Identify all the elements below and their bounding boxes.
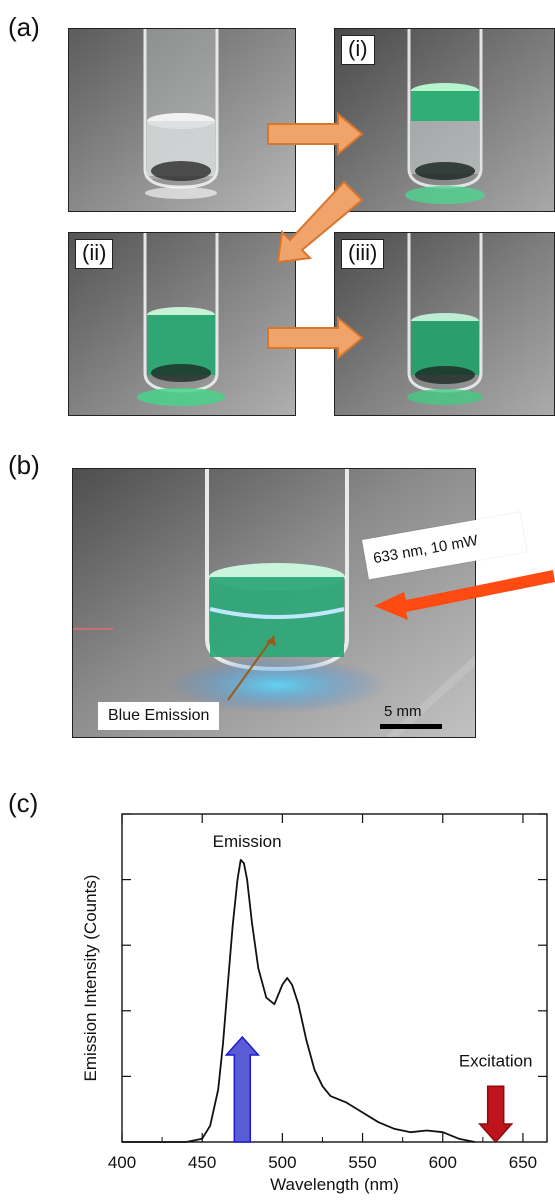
x-tick-label: 600: [429, 1153, 457, 1172]
annotation-excitation: Excitation: [459, 1052, 533, 1071]
sub-label-iii: (iii): [341, 239, 385, 269]
chart-svg: 400 450 500 550 600 650 Emission Excitation Em…: [81, 813, 548, 1194]
emission-callout: Blue Emission: [98, 702, 220, 730]
y-axis-label: Emission Intensity (Counts): [81, 875, 100, 1082]
axes-layer: [121, 813, 548, 1143]
vial-photo-i: (i): [334, 28, 555, 212]
laser-arrow: [374, 570, 555, 620]
x-tick-label: 500: [268, 1153, 296, 1172]
x-tick-label: 650: [509, 1153, 537, 1172]
annotation-layer: Emission Excitation: [213, 832, 533, 1071]
plot-frame: [121, 813, 548, 1143]
sub-label-ii: (ii): [75, 239, 114, 269]
emission-spectrum-line: [122, 859, 475, 1143]
arrow-layer: [224, 1035, 514, 1144]
x-tick-label: 400: [108, 1153, 136, 1172]
arrow-diagonal: [276, 180, 364, 264]
process-arrows: [267, 111, 364, 361]
x-axis-label: Wavelength (nm): [270, 1175, 399, 1194]
ticks-layer: 400 450 500 550 600 650: [108, 813, 547, 1172]
emission-callout-line: [227, 635, 275, 701]
sub-label-i: (i): [341, 35, 375, 65]
vial-photo-ii: (ii): [68, 232, 296, 416]
series-layer: [122, 859, 475, 1143]
annotation-emission: Emission: [213, 832, 282, 851]
panel-label-b: (b): [8, 450, 40, 480]
emission-spectrum-chart: 400 450 500 550 600 650 Emission Excitation Em…: [0, 800, 555, 1195]
panel-label-a: (a): [8, 12, 40, 42]
x-tick-label: 450: [188, 1153, 216, 1172]
laser-arrow-layer: [227, 570, 555, 701]
arrow-right-top: [267, 111, 364, 157]
scale-bar: [380, 724, 442, 729]
vial-photo-iii: (iii): [334, 232, 555, 416]
vial-photo-initial: [68, 28, 296, 212]
panel-label-c: (c): [8, 788, 39, 818]
scale-bar-label: 5 mm: [384, 703, 422, 720]
red-arrow: [478, 1085, 514, 1144]
arrow-right-bottom: [267, 315, 364, 361]
x-tick-label: 550: [348, 1153, 376, 1172]
blue-arrow: [224, 1035, 260, 1143]
